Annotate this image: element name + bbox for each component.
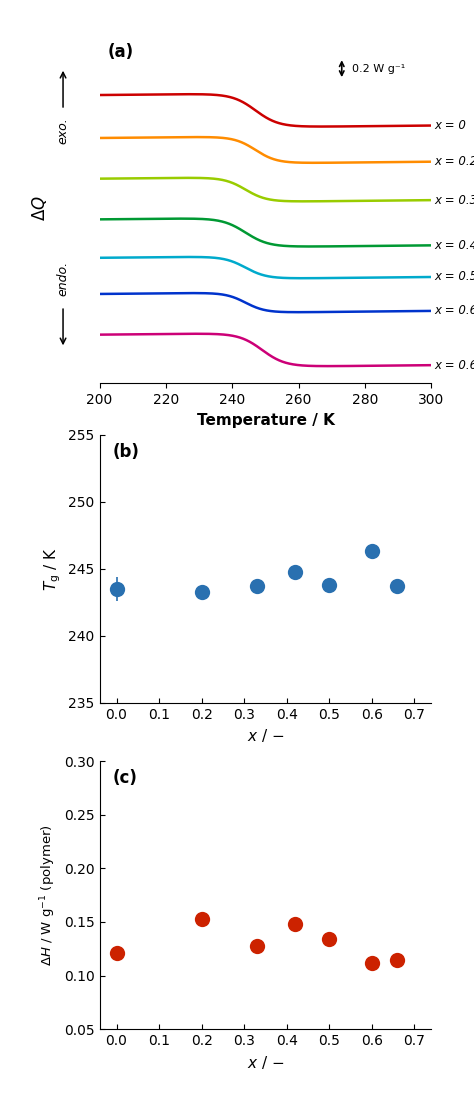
- Text: exo.: exo.: [56, 117, 70, 145]
- Text: x = 0: x = 0: [435, 119, 466, 132]
- Text: x = 0.42: x = 0.42: [435, 239, 474, 252]
- Text: x = 0.33: x = 0.33: [435, 194, 474, 207]
- Text: x = 0.60: x = 0.60: [435, 304, 474, 318]
- Text: (a): (a): [108, 44, 134, 61]
- Text: (c): (c): [113, 769, 137, 787]
- Text: x = 0.66: x = 0.66: [435, 359, 474, 371]
- Y-axis label: $T_\mathregular{g}$ / K: $T_\mathregular{g}$ / K: [42, 548, 63, 590]
- Text: endo.: endo.: [56, 261, 70, 296]
- Text: $\Delta Q$: $\Delta Q$: [30, 195, 49, 221]
- Text: (b): (b): [113, 442, 140, 461]
- Text: 0.2 W g⁻¹: 0.2 W g⁻¹: [352, 64, 405, 73]
- X-axis label: $x$ / −: $x$ / −: [247, 1053, 284, 1071]
- X-axis label: Temperature / K: Temperature / K: [197, 413, 334, 427]
- X-axis label: $x$ / −: $x$ / −: [247, 727, 284, 745]
- Text: x = 0.20: x = 0.20: [435, 155, 474, 169]
- Text: x = 0.50: x = 0.50: [435, 270, 474, 284]
- Y-axis label: $\Delta H$ / W g$^{-1}$ (polymer): $\Delta H$ / W g$^{-1}$ (polymer): [39, 825, 58, 966]
